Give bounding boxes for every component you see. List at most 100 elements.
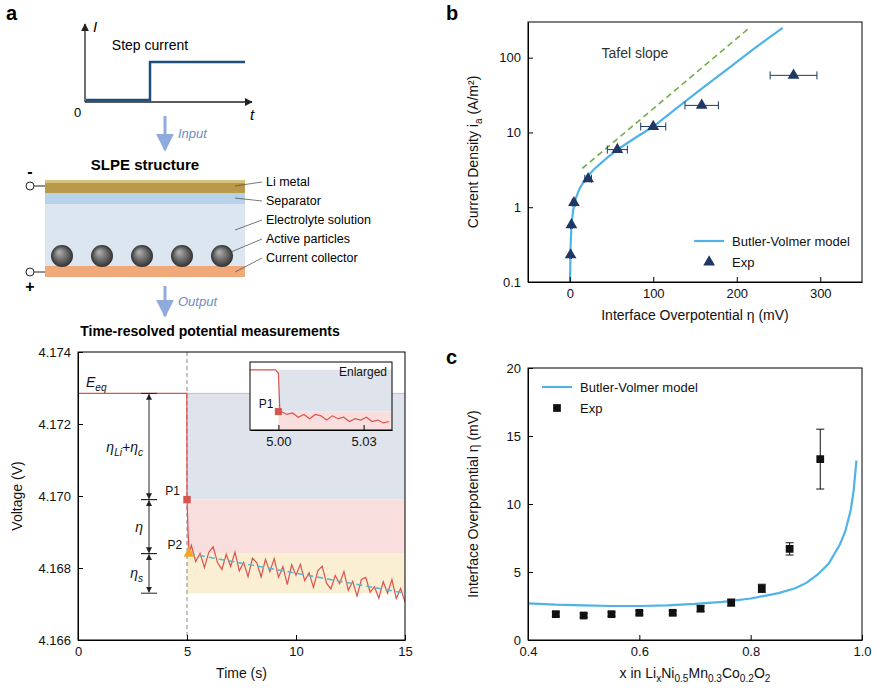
layer-label: Active particles <box>266 232 350 246</box>
error-bar <box>786 543 794 555</box>
diagram-title: Time-resolved potential measurements <box>80 323 340 339</box>
flow-arrow <box>164 116 167 150</box>
tick-mark <box>364 425 365 430</box>
text-part: 0.3 <box>708 673 722 684</box>
overpotential-region <box>187 554 405 594</box>
bracket-tick <box>141 499 157 500</box>
axis: 051015 <box>75 635 413 659</box>
tick-label: 10 <box>289 644 303 659</box>
layer-label: Electrolyte solution <box>266 213 371 227</box>
tick-mark <box>528 282 533 283</box>
legend-swatch <box>694 240 724 242</box>
tick-label: 300 <box>810 286 832 301</box>
tick-mark <box>78 640 83 641</box>
text-part: c <box>138 447 143 458</box>
text-part: 0.2 <box>740 673 754 684</box>
x-axis-title: x in LixNi0.5Mn0.3Co0.2O2 <box>620 665 771 684</box>
point <box>696 99 708 109</box>
x-axis-title: Interface Overpotential η (mV) <box>601 307 789 323</box>
tick-label: 5 <box>184 644 191 659</box>
point <box>635 609 643 617</box>
tick-label: 0.6 <box>631 644 649 659</box>
tick-mark <box>187 635 188 640</box>
text-part: O <box>754 665 765 681</box>
plot-frame <box>528 368 862 640</box>
tick: 100 <box>643 277 665 301</box>
y-axis-title: Interface Overpotential η (mV) <box>465 410 481 598</box>
overpotential-arrow <box>149 501 150 553</box>
plot-area <box>528 429 856 619</box>
layer-label: Separator <box>266 194 321 208</box>
point <box>788 69 800 79</box>
plot-frame <box>78 352 405 640</box>
tick: 5.03 <box>351 425 376 449</box>
particle <box>171 245 193 267</box>
panel-label: a <box>6 2 18 24</box>
bracket-tick <box>141 499 157 500</box>
tick-label: 15 <box>398 644 412 659</box>
point <box>697 605 705 613</box>
chart: 5.005.03P1Enlarged <box>250 362 393 449</box>
tick-mark <box>78 424 83 425</box>
leader-line <box>235 220 262 230</box>
tick: 15 <box>507 429 533 444</box>
tick-label: 4.174 <box>38 345 71 360</box>
terminal-wire <box>34 272 45 273</box>
axis-title: t <box>250 106 255 123</box>
tick: 5 <box>514 565 533 580</box>
line <box>582 28 749 169</box>
point <box>568 196 580 206</box>
legend-label: Exp <box>580 401 602 416</box>
tick-label: 0.8 <box>742 644 760 659</box>
diagram-title: Step current <box>112 37 188 53</box>
tick: 20 <box>507 361 533 376</box>
equilibrium-label: Eeq <box>86 374 107 393</box>
bracket-tick <box>141 393 157 394</box>
layer <box>45 266 245 277</box>
text-part: eq <box>95 382 107 393</box>
axis-title: I <box>93 18 97 35</box>
tick: 0.1 <box>503 275 533 290</box>
tick: 10 <box>289 635 303 659</box>
origin-label: 0 <box>74 105 81 120</box>
tick: 4.172 <box>38 417 83 432</box>
axis-line <box>79 640 406 641</box>
axis: 4.1664.1684.1704.1724.174 <box>38 345 83 648</box>
tick-label: 4.166 <box>38 633 71 648</box>
tick: 4.166 <box>38 633 83 648</box>
tick-mark <box>528 132 533 133</box>
x-axis-arrow <box>85 101 252 102</box>
tick-mark <box>278 425 279 430</box>
step-curve <box>86 62 245 100</box>
point-marker <box>275 408 282 415</box>
tick-mark <box>820 277 821 282</box>
point-label: P1 <box>259 397 274 411</box>
terminal <box>26 182 34 190</box>
tick: 0 <box>514 633 533 648</box>
axis: 0.1110100 <box>499 23 533 290</box>
axis: 0.40.60.81.0 <box>519 635 871 659</box>
particle <box>211 245 233 267</box>
point <box>727 599 735 607</box>
text-part: +η <box>122 439 138 455</box>
overpotential-label: ηLi+ηc <box>106 439 143 458</box>
legend-label: Butler-Volmer model <box>732 234 850 249</box>
axis-line <box>528 23 529 283</box>
annotations: P1P2EeqηLi+ηcηηs <box>86 374 182 593</box>
tick-mark <box>528 504 533 505</box>
point <box>566 218 578 228</box>
tick: 5.00 <box>266 425 291 449</box>
tick-label: 100 <box>499 50 521 65</box>
figure: abcIt0Step currentInputSLPE structure-+L… <box>0 0 885 694</box>
axis-line <box>529 640 863 641</box>
overpotential-arrow <box>149 555 150 593</box>
text-part: s <box>138 573 143 584</box>
panel-label: b <box>446 2 458 24</box>
y-axis-arrow <box>84 24 85 102</box>
text-part: 0.5 <box>674 673 688 684</box>
legend-swatch <box>703 255 715 265</box>
text-part: (A/m²) <box>465 76 481 119</box>
tick-label: 0.1 <box>503 275 521 290</box>
terminal <box>26 268 34 276</box>
axis-line <box>251 430 393 431</box>
